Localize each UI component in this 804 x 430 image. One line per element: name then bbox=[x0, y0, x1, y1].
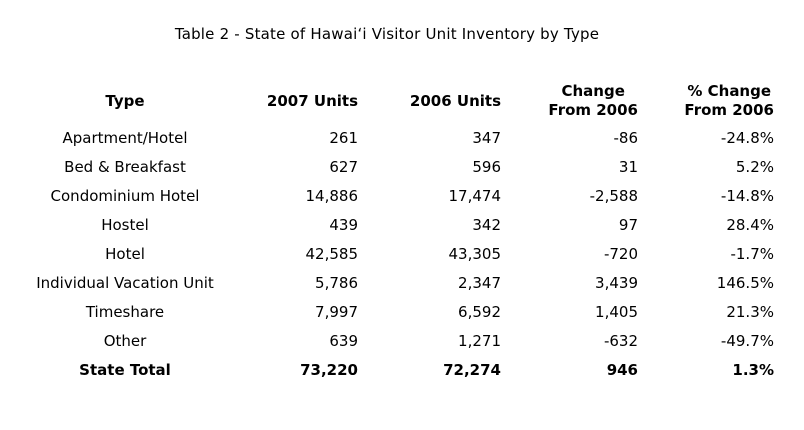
cell-type: Other bbox=[103, 331, 147, 350]
table-row: Hostel 439 342 97 28.4% bbox=[0, 210, 774, 239]
cell-pct-change: -14.8% bbox=[720, 186, 774, 205]
table-row: Bed & Breakfast 627 596 31 5.2% bbox=[0, 152, 774, 181]
cell-2007-units: 627 bbox=[329, 157, 358, 176]
column-header-change-line1: Change bbox=[561, 82, 625, 100]
cell-2007-units: 439 bbox=[329, 215, 358, 234]
cell-change: 1,405 bbox=[595, 302, 638, 321]
cell-change: -2,588 bbox=[589, 186, 638, 205]
cell-change: 3,439 bbox=[595, 273, 638, 292]
cell-type: Apartment/Hotel bbox=[62, 128, 188, 147]
column-header-change-line2: From 2006 bbox=[548, 101, 638, 119]
header-row: Type 2007 Units 2006 Units Change From 2… bbox=[0, 79, 774, 123]
cell-type: Hotel bbox=[105, 244, 145, 263]
cell-2007-units: 14,886 bbox=[305, 186, 359, 205]
cell-2007-units: 7,997 bbox=[315, 302, 358, 321]
cell-2006-units: 17,474 bbox=[448, 186, 502, 205]
column-header-pct-change-line1: % Change bbox=[687, 82, 772, 100]
cell-2006-units: 6,592 bbox=[458, 302, 501, 321]
cell-2006-units-total: 72,274 bbox=[443, 360, 501, 379]
cell-2007-units: 639 bbox=[329, 331, 358, 350]
table-row: Condominium Hotel 14,886 17,474 -2,588 -… bbox=[0, 181, 774, 210]
cell-change: 97 bbox=[618, 215, 638, 234]
cell-type: Hostel bbox=[101, 215, 149, 234]
cell-2006-units: 43,305 bbox=[448, 244, 502, 263]
table-row: Other 639 1,271 -632 -49.7% bbox=[0, 326, 774, 355]
column-header-pct-change-line2: From 2006 bbox=[684, 101, 774, 119]
cell-change-total: 946 bbox=[606, 360, 638, 379]
column-header-2007-units: 2007 Units bbox=[266, 92, 358, 110]
table-row: Individual Vacation Unit 5,786 2,347 3,4… bbox=[0, 268, 774, 297]
table-row: Hotel 42,585 43,305 -720 -1.7% bbox=[0, 239, 774, 268]
cell-2007-units: 261 bbox=[329, 128, 358, 147]
cell-type: Condominium Hotel bbox=[50, 186, 200, 205]
cell-2006-units: 2,347 bbox=[458, 273, 501, 292]
column-header-pct-change: % Change From 2006 bbox=[638, 79, 774, 123]
table-row: Apartment/Hotel 261 347 -86 -24.8% bbox=[0, 123, 774, 152]
page-title: Table 2 - State of Hawaiʻi Visitor Unit … bbox=[174, 25, 600, 43]
cell-pct-change: 28.4% bbox=[726, 215, 774, 234]
cell-pct-change: 5.2% bbox=[735, 157, 774, 176]
cell-type: Individual Vacation Unit bbox=[36, 273, 214, 292]
cell-type: Timeshare bbox=[85, 302, 165, 321]
column-header-type: Type bbox=[105, 92, 145, 110]
cell-pct-change: -49.7% bbox=[720, 331, 774, 350]
visitor-unit-inventory-table: Type 2007 Units 2006 Units Change From 2… bbox=[0, 79, 774, 384]
cell-change: -720 bbox=[603, 244, 638, 263]
cell-2006-units: 1,271 bbox=[458, 331, 501, 350]
cell-change: 31 bbox=[618, 157, 638, 176]
cell-2007-units: 42,585 bbox=[305, 244, 359, 263]
column-header-change: Change From 2006 bbox=[501, 79, 638, 123]
cell-2007-units-total: 73,220 bbox=[300, 360, 358, 379]
cell-2006-units: 347 bbox=[472, 128, 501, 147]
cell-pct-change: -24.8% bbox=[720, 128, 774, 147]
cell-change: -86 bbox=[613, 128, 639, 147]
cell-pct-change: -1.7% bbox=[730, 244, 774, 263]
table-row: Timeshare 7,997 6,592 1,405 21.3% bbox=[0, 297, 774, 326]
cell-pct-change: 146.5% bbox=[716, 273, 774, 292]
cell-pct-change-total: 1.3% bbox=[732, 360, 774, 379]
cell-type-total: State Total bbox=[79, 360, 171, 379]
cell-2006-units: 342 bbox=[472, 215, 501, 234]
cell-type: Bed & Breakfast bbox=[64, 157, 186, 176]
cell-change: -632 bbox=[603, 331, 638, 350]
cell-2007-units: 5,786 bbox=[315, 273, 358, 292]
cell-pct-change: 21.3% bbox=[726, 302, 774, 321]
cell-2006-units: 596 bbox=[472, 157, 501, 176]
column-header-2006-units: 2006 Units bbox=[409, 92, 501, 110]
table-row-total: State Total 73,220 72,274 946 1.3% bbox=[0, 355, 774, 384]
